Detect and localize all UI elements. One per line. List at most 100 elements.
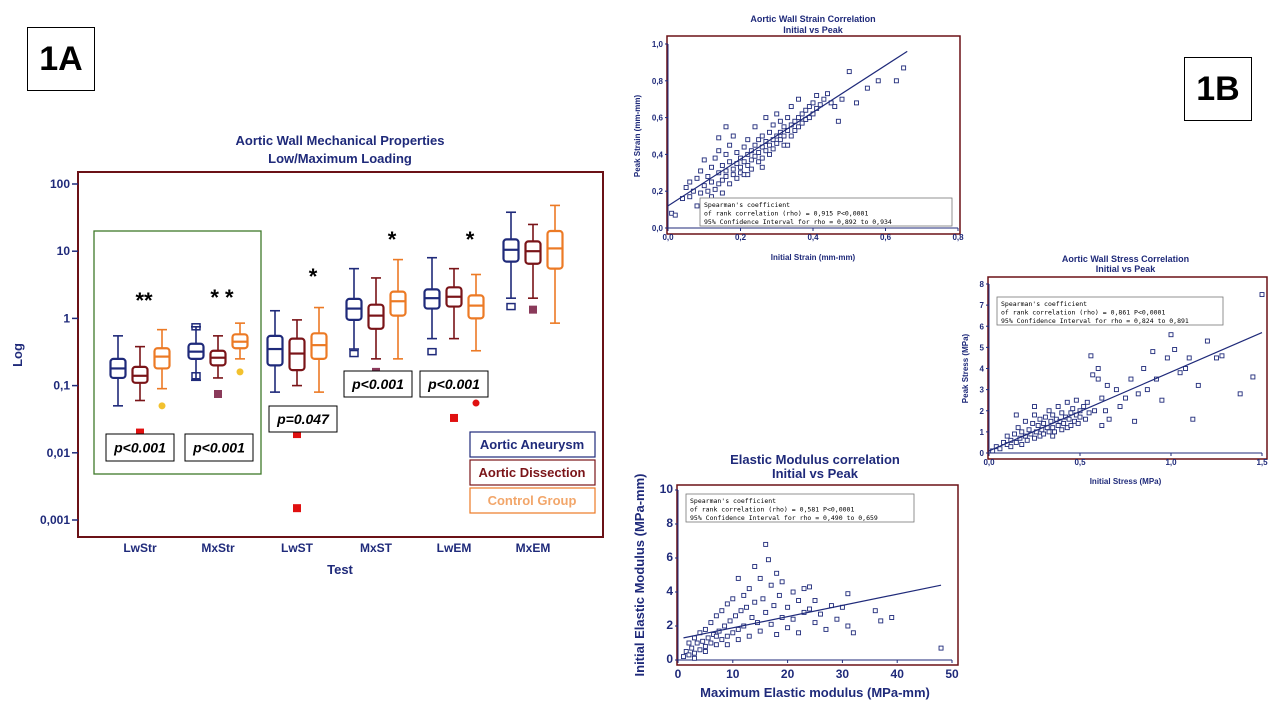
data-point [835, 118, 841, 124]
data-point [781, 133, 787, 139]
data-point [878, 618, 884, 624]
data-point [774, 632, 780, 637]
significance-star: ** [135, 288, 153, 313]
data-point [697, 647, 703, 653]
y-tick-label: 2 [666, 618, 673, 632]
data-point [1013, 439, 1019, 445]
legend-entry-control-group: Control Group [469, 487, 596, 514]
outlier-point [236, 368, 244, 376]
chart-title: Aortic Wall Strain Correlation [750, 14, 875, 24]
data-point [796, 124, 801, 130]
data-point [716, 148, 722, 154]
data-point [719, 190, 725, 196]
data-point [757, 628, 763, 634]
box-control-group-LwST [310, 306, 328, 393]
data-point [807, 584, 812, 590]
data-point [812, 620, 818, 626]
data-point [683, 649, 689, 654]
data-point [716, 135, 722, 141]
y-tick-label: 4 [980, 365, 985, 374]
box-aortic-dissection-LwStr [131, 345, 149, 437]
data-point [1088, 353, 1094, 359]
p-value-box: p<0.001 [105, 433, 175, 462]
y-tick-label: 0,6 [652, 114, 664, 123]
data-point [712, 155, 718, 161]
y-tick-label: 8 [666, 516, 673, 530]
data-point [796, 630, 802, 636]
outlier-point [506, 302, 516, 311]
y-tick-label: 3 [980, 386, 985, 395]
data-point [1024, 437, 1030, 443]
data-point [777, 137, 783, 143]
data-point [691, 655, 697, 661]
data-point [799, 111, 805, 117]
data-point [691, 650, 697, 656]
data-point [777, 118, 783, 124]
legend-entry-aortic-dissection: Aortic Dissection [469, 459, 596, 486]
y-tick-label: 4 [666, 584, 673, 598]
y-tick-label: 0,4 [652, 150, 664, 159]
data-point [719, 162, 725, 168]
data-point [1095, 376, 1101, 382]
data-point [806, 104, 812, 110]
data-point [1219, 353, 1225, 359]
data-point [767, 142, 772, 148]
box-aortic-aneurysm-LwEM [423, 256, 441, 356]
box-iqr [546, 229, 564, 270]
data-point [1041, 431, 1047, 437]
stats-line: of rank correlation (rho) = 0,861 P<0,00… [1001, 309, 1165, 317]
data-point [1099, 395, 1105, 401]
p-value-label: p<0.001 [427, 376, 480, 392]
data-point [1075, 420, 1081, 426]
data-point [785, 625, 791, 631]
data-point [1159, 397, 1165, 403]
y-axis-label: Log [10, 343, 25, 367]
data-point [785, 604, 791, 610]
data-point [705, 188, 711, 194]
data-point [741, 592, 747, 598]
data-point [759, 155, 765, 161]
p-value-label: p<0.001 [113, 440, 166, 456]
data-point [1013, 412, 1019, 418]
data-point [757, 575, 763, 581]
x-axis-label: Initial Strain (mm-mm) [771, 253, 856, 262]
chart-title: Aortic Wall Stress Correlation [1062, 254, 1189, 264]
data-point [799, 120, 805, 126]
data-point [748, 157, 754, 163]
x-tick-label: 0,6 [880, 233, 892, 242]
significance-star: * [388, 227, 397, 252]
x-tick-label: 20 [781, 667, 795, 681]
data-point [825, 91, 830, 97]
data-point [1117, 404, 1123, 409]
box-aortic-aneurysm-MxST [345, 267, 363, 358]
y-tick-label: 0,01 [47, 446, 71, 460]
data-point [796, 598, 802, 603]
y-tick-label: 0 [666, 652, 673, 666]
data-point [1132, 418, 1138, 424]
data-point [727, 142, 733, 148]
significance-star: * * [210, 285, 234, 310]
legend-frame [469, 431, 596, 458]
data-point [1204, 338, 1210, 344]
data-point [1113, 387, 1119, 393]
box-control-group-MxST [389, 258, 407, 360]
data-point [738, 164, 743, 170]
data-point [719, 608, 725, 614]
y-axis-label: Peak Stress (MPa) [961, 333, 970, 403]
outlier-point [427, 347, 437, 356]
x-tick-label: 0,4 [807, 233, 819, 242]
box-aortic-aneurysm-LwST [266, 309, 284, 393]
x-tick-label: 0,0 [983, 458, 995, 467]
outlier-point [158, 402, 166, 410]
data-point [792, 128, 798, 133]
data-point [698, 190, 704, 196]
data-point [938, 645, 944, 651]
data-point [823, 626, 829, 632]
x-tick-label: 40 [891, 667, 905, 681]
data-point [713, 642, 719, 648]
data-point [1055, 423, 1061, 428]
y-tick-label: 0,1 [53, 379, 70, 393]
data-point [741, 159, 747, 165]
data-point [1141, 366, 1147, 371]
